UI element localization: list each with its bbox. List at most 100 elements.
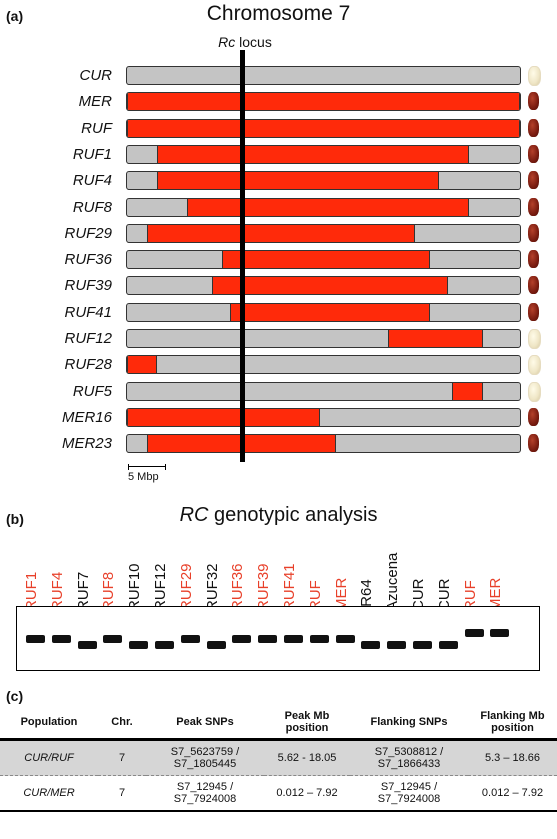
grain-icon (528, 302, 539, 321)
introgression-segment (127, 119, 520, 137)
grain-icon (528, 118, 539, 137)
introgression-segment (186, 198, 469, 216)
gel-title: RC genotypic analysis (0, 504, 557, 527)
line-label: RUF39 (64, 277, 112, 295)
introgression-segment (127, 93, 520, 111)
lane-label: RUF41 (281, 563, 298, 611)
cell-chr: 7 (98, 775, 146, 812)
scale-bar-label: 5 Mbp (128, 471, 159, 483)
chromosome-bar (126, 276, 521, 296)
panel-c-label: (c) (6, 688, 24, 704)
scale-bar (128, 464, 166, 470)
grain-icon (528, 144, 539, 163)
table-row: CUR/MER 7 S7_12945 /S7_7924008 0.012 – 7… (0, 775, 557, 812)
cell-population: CUR/MER (0, 775, 98, 812)
chromosome-row: MER (0, 92, 557, 114)
cell-peak-mb: 0.012 – 7.92 (264, 775, 350, 812)
chromosome-bar (126, 407, 521, 427)
panel-b-label: (b) (6, 511, 24, 527)
chromosome-bar (126, 223, 521, 243)
gel-title-text: genotypic analysis (208, 504, 378, 526)
chromosome-bar (126, 302, 521, 322)
grain-icon (528, 197, 539, 216)
gel-band (361, 641, 381, 649)
line-label: RUF5 (72, 382, 112, 400)
cell-peak-snp-1: S7_5623759 / (170, 746, 240, 758)
chromosome-bar (126, 144, 521, 164)
gel-band (103, 635, 123, 643)
chromosome-row: RUF5 (0, 381, 557, 404)
chromosome-bar (126, 434, 521, 454)
col-flanking-snps: Flanking SNPs (350, 706, 468, 741)
grain-icon (528, 434, 539, 453)
line-label: CUR (79, 67, 113, 84)
chromosome-row: RUF (0, 118, 557, 141)
lane-label: RUF39 (255, 563, 273, 611)
introgression-segment (156, 145, 469, 163)
lane-label: RUF10 (126, 563, 144, 611)
gel-band (26, 635, 45, 643)
chromosome-row: RUF1 (0, 144, 557, 167)
gel-band (387, 641, 407, 649)
lane-label: RUF29 (177, 563, 195, 611)
rc-locus-label: Rc locus (200, 34, 290, 50)
cell-peak-snp-2: S7_1805445 (173, 758, 237, 770)
line-label: RUF12 (64, 330, 112, 347)
gel-band (232, 635, 252, 643)
chromosome-row: MER16 (0, 407, 557, 430)
grain-icon (528, 329, 541, 349)
gel-title-gene: RC (179, 504, 209, 526)
introgression-segment (222, 251, 430, 269)
cell-flanking-snps: S7_12945 /S7_7924008 (350, 775, 468, 812)
chromosome-row: CUR (0, 66, 557, 88)
gel-band (309, 635, 329, 643)
introgression-segment (127, 408, 320, 426)
chromosome-bar (126, 118, 521, 138)
line-label: RUF1 (72, 145, 112, 163)
grain-icon (528, 407, 539, 426)
lane-label: RUF12 (152, 563, 169, 611)
chromosome-row: RUF36 (0, 250, 557, 272)
cell-chr: 7 (98, 739, 146, 776)
chromosome-bar (126, 66, 521, 85)
gel-band (464, 629, 484, 637)
chromosome-row: MER23 (0, 434, 557, 456)
introgression-segment (156, 172, 440, 190)
chromosome-bar (126, 329, 521, 348)
chromosome-row: RUF28 (0, 355, 557, 377)
gel-band (413, 641, 432, 649)
line-label: RUF28 (64, 356, 112, 374)
gel-band (180, 635, 200, 643)
cell-peak-mb: 5.62 - 18.05 (264, 739, 350, 776)
introgression-segment (127, 356, 157, 374)
chromosome-bar (126, 92, 521, 112)
line-label: MER (78, 93, 112, 111)
grain-icon (528, 355, 541, 376)
introgression-segment (229, 303, 430, 321)
lane-label: RUF36 (229, 563, 247, 611)
chromosome-row: RUF29 (0, 223, 557, 246)
line-label: RUF4 (72, 172, 112, 190)
snp-table: Population Chr. Peak SNPs Peak Mb positi… (0, 706, 557, 812)
chromosome-row: RUF39 (0, 276, 557, 298)
gel-band (438, 641, 458, 649)
introgression-segment (211, 277, 449, 295)
gel-image (16, 606, 540, 671)
chromosome-row: RUF41 (0, 302, 557, 325)
gel-band (490, 629, 510, 637)
cell-flanking-mb: 0.012 – 7.92 (468, 775, 557, 812)
gel-band (77, 641, 97, 649)
panel-a-label: (a) (6, 8, 24, 24)
grain-icon (528, 250, 539, 269)
rc-locus-gene: Rc (218, 34, 236, 50)
chromosome-row: RUF8 (0, 197, 557, 220)
line-label: RUF36 (64, 251, 112, 269)
cell-peak-snp-2: S7_7924008 (173, 793, 237, 805)
chromosome-row: RUF4 (0, 171, 557, 193)
line-label: RUF41 (64, 303, 112, 321)
grain-icon (528, 223, 539, 242)
gel-band (258, 635, 278, 643)
gel-band (51, 635, 71, 643)
rc-locus-word: locus (235, 34, 272, 50)
cell-peak-snps: S7_12945 /S7_7924008 (146, 775, 264, 812)
